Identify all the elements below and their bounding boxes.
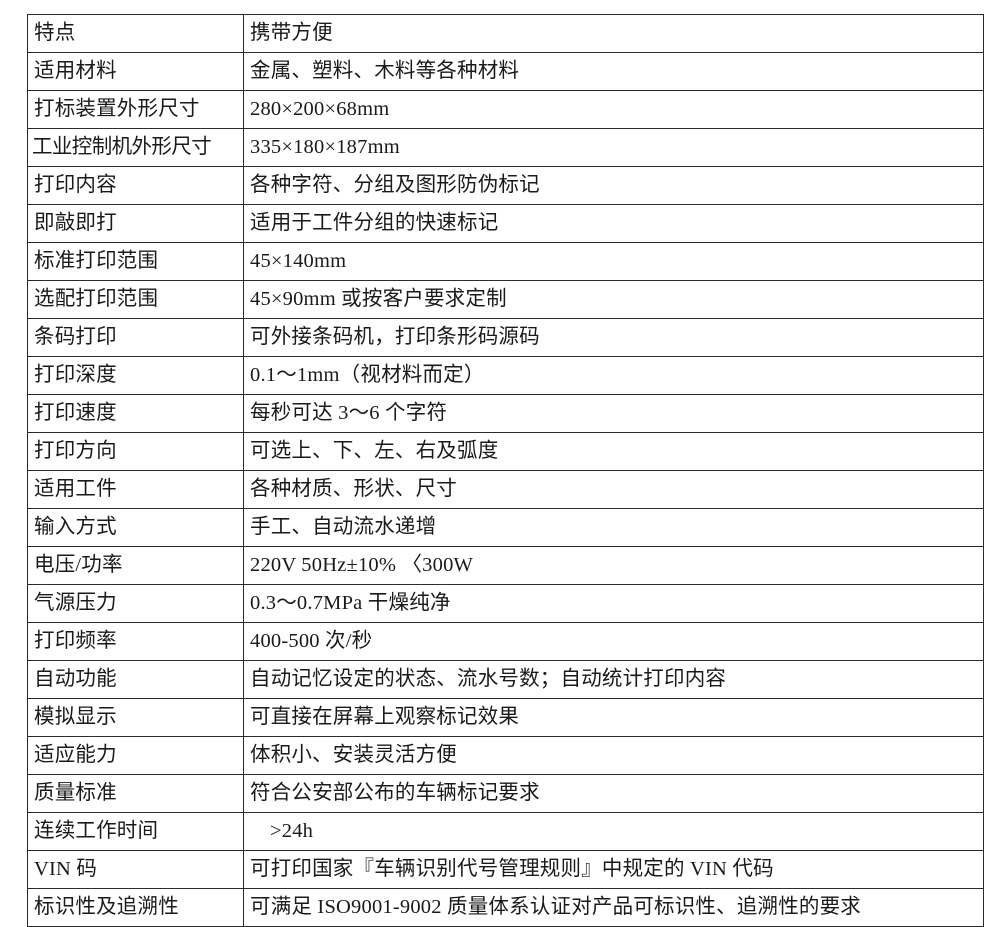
spec-value-cell: 400-500 次/秒 <box>243 622 984 661</box>
spec-label-cell: 适用材料 <box>27 52 244 91</box>
spec-label-cell: 打印速度 <box>27 394 244 433</box>
table-row: 标准打印范围 45×140mm <box>27 242 984 281</box>
spec-label-cell: 打印方向 <box>27 432 244 471</box>
spec-value-cell: 手工、自动流水递增 <box>243 508 984 547</box>
spec-value-cell: 携带方便 <box>243 14 984 53</box>
spec-value-cell: 适用于工件分组的快速标记 <box>243 204 984 243</box>
spec-label-cell: 标准打印范围 <box>27 242 244 281</box>
table-row: 标识性及追溯性 可满足 ISO9001-9002 质量体系认证对产品可标识性、追溯… <box>27 888 984 927</box>
table-row: 电压/功率 220V 50Hz±10% 〈300W <box>27 546 984 585</box>
table-row: 打标装置外形尺寸 280×200×68mm <box>27 90 984 129</box>
table-row: 输入方式 手工、自动流水递增 <box>27 508 984 547</box>
spec-value-cell: 可选上、下、左、右及弧度 <box>243 432 984 471</box>
table-row: 打印频率 400-500 次/秒 <box>27 622 984 661</box>
table-row: 打印深度 0.1～1mm（视材料而定） <box>27 356 984 395</box>
spec-value-cell: 自动记忆设定的状态、流水号数；自动统计打印内容 <box>243 660 984 699</box>
spec-value-cell: 可满足 ISO9001-9002 质量体系认证对产品可标识性、追溯性的要求 <box>243 888 984 927</box>
spec-value-cell: 体积小、安装灵活方便 <box>243 736 984 775</box>
spec-label-cell: 打标装置外形尺寸 <box>27 90 244 129</box>
spec-value-cell: 可外接条码机，打印条形码源码 <box>243 318 984 357</box>
spec-value-cell: 符合公安部公布的车辆标记要求 <box>243 774 984 813</box>
spec-label-cell: 电压/功率 <box>27 546 244 585</box>
table-row: 即敲即打 适用于工件分组的快速标记 <box>27 204 984 243</box>
table-row: 气源压力 0.3～0.7MPa 干燥纯净 <box>27 584 984 623</box>
spec-label-cell: 适用工件 <box>27 470 244 509</box>
table-row: 适用工件 各种材质、形状、尺寸 <box>27 470 984 509</box>
spec-label-cell: 工业控制机外形尺寸 <box>27 128 244 167</box>
spec-value-cell: 220V 50Hz±10% 〈300W <box>243 546 984 585</box>
spec-label-cell: 打印频率 <box>27 622 244 661</box>
spec-table-container: 特点 携带方便 适用材料 金属、塑料、木料等各种材料 打标装置外形尺寸 280×200×6… <box>27 14 984 927</box>
table-row: VIN 码可打印国家『车辆识别代号管理规则』中规定的 VIN 代码 <box>27 850 984 889</box>
spec-value-cell: 335×180×187mm <box>243 128 984 167</box>
table-row: 打印内容 各种字符、分组及图形防伪标记 <box>27 166 984 205</box>
table-row: 模拟显示 可直接在屏幕上观察标记效果 <box>27 698 984 737</box>
spec-value-cell: 每秒可达 3～6 个字符 <box>243 394 984 433</box>
table-row: 条码打印 可外接条码机，打印条形码源码 <box>27 318 984 357</box>
spec-value-cell: >24h <box>243 812 984 851</box>
spec-value-cell: 0.3～0.7MPa 干燥纯净 <box>243 584 984 623</box>
spec-value-cell: 0.1～1mm（视材料而定） <box>243 356 984 395</box>
spec-value-cell: 可直接在屏幕上观察标记效果 <box>243 698 984 737</box>
spec-label-cell: 标识性及追溯性 <box>27 888 244 927</box>
table-row: 打印速度 每秒可达 3～6 个字符 <box>27 394 984 433</box>
spec-value-cell: 金属、塑料、木料等各种材料 <box>243 52 984 91</box>
table-row: 连续工作时间 >24h <box>27 812 984 851</box>
spec-label-cell: 选配打印范围 <box>27 280 244 319</box>
spec-value-cell: 可打印国家『车辆识别代号管理规则』中规定的 VIN 代码 <box>243 850 984 889</box>
spec-label-cell: 打印深度 <box>27 356 244 395</box>
spec-value-cell: 45×140mm <box>243 242 984 281</box>
table-row: 自动功能 自动记忆设定的状态、流水号数；自动统计打印内容 <box>27 660 984 699</box>
specification-table: 特点 携带方便 适用材料 金属、塑料、木料等各种材料 打标装置外形尺寸 280×200×6… <box>27 14 984 927</box>
spec-value-cell: 各种材质、形状、尺寸 <box>243 470 984 509</box>
spec-label-cell: 质量标准 <box>27 774 244 813</box>
spec-value-cell: 各种字符、分组及图形防伪标记 <box>243 166 984 205</box>
spec-label-cell: 连续工作时间 <box>27 812 244 851</box>
table-row: 适应能力 体积小、安装灵活方便 <box>27 736 984 775</box>
spec-value-cell: 45×90mm 或按客户要求定制 <box>243 280 984 319</box>
spec-label-cell: 打印内容 <box>27 166 244 205</box>
table-row: 适用材料 金属、塑料、木料等各种材料 <box>27 52 984 91</box>
spec-label-cell: 自动功能 <box>27 660 244 699</box>
table-row: 打印方向 可选上、下、左、右及弧度 <box>27 432 984 471</box>
spec-label-cell: 条码打印 <box>27 318 244 357</box>
table-row: 质量标准 符合公安部公布的车辆标记要求 <box>27 774 984 813</box>
spec-label-cell: 模拟显示 <box>27 698 244 737</box>
table-row: 选配打印范围 45×90mm 或按客户要求定制 <box>27 280 984 319</box>
spec-table-body: 特点 携带方便 适用材料 金属、塑料、木料等各种材料 打标装置外形尺寸 280×200×6… <box>27 14 984 927</box>
spec-value-cell: 280×200×68mm <box>243 90 984 129</box>
table-row: 工业控制机外形尺寸 335×180×187mm <box>27 128 984 167</box>
spec-label-cell: 特点 <box>27 14 244 53</box>
table-row: 特点 携带方便 <box>27 14 984 53</box>
spec-label-cell: 即敲即打 <box>27 204 244 243</box>
spec-label-cell: 输入方式 <box>27 508 244 547</box>
spec-label-cell: VIN 码 <box>27 850 244 889</box>
spec-label-cell: 适应能力 <box>27 736 244 775</box>
spec-label-cell: 气源压力 <box>27 584 244 623</box>
